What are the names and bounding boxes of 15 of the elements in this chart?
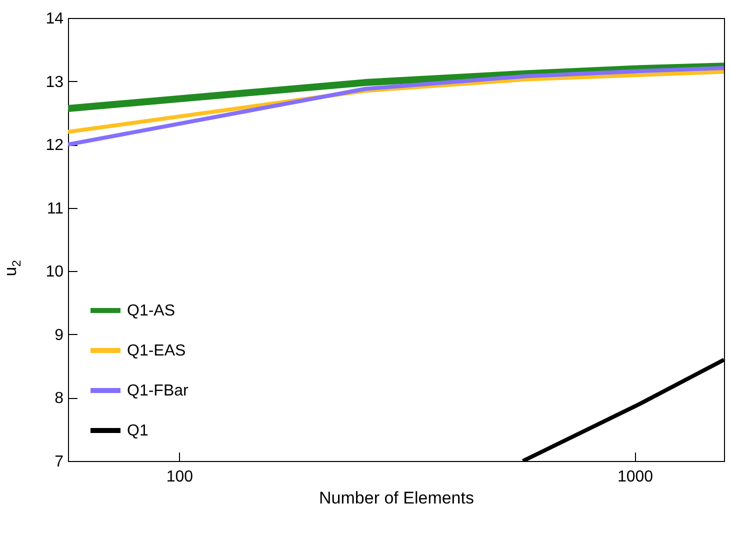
- legend-label: Q1-FBar: [127, 382, 190, 400]
- y-tick-label: 10: [46, 264, 64, 281]
- x-tick-label: 1000: [617, 468, 654, 486]
- legend-label: Q1: [127, 422, 148, 440]
- x-axis-title: Number of Elements: [319, 488, 474, 508]
- y-tick-label: 9: [54, 326, 64, 344]
- y-tick-label: 8: [54, 390, 64, 408]
- y-tick-label: 12: [46, 137, 64, 154]
- y-tick-label: 13: [46, 74, 64, 91]
- legend-label: Q1-AS: [127, 302, 176, 320]
- y-tick-label: 11: [46, 200, 64, 218]
- y-tick-label: 14: [46, 10, 64, 28]
- x-tick-label: 100: [166, 468, 194, 486]
- legend-label: Q1-EAS: [127, 342, 186, 360]
- y-tick-label: 7: [54, 454, 64, 470]
